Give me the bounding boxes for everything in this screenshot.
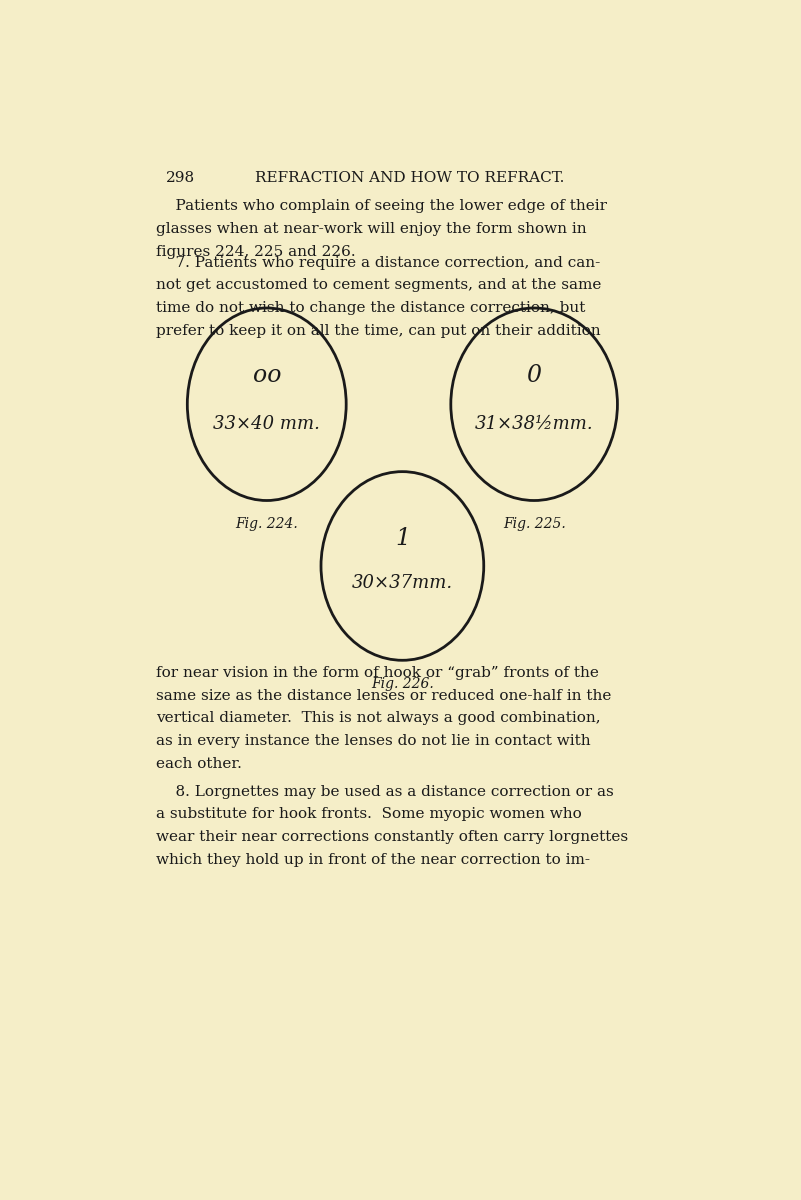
- Text: Patients who complain of seeing the lower edge of their: Patients who complain of seeing the lowe…: [156, 199, 607, 214]
- Text: Fig. 226.: Fig. 226.: [371, 677, 434, 691]
- Text: glasses when at near-work will enjoy the form shown in: glasses when at near-work will enjoy the…: [156, 222, 586, 236]
- Text: REFRACTION AND HOW TO REFRACT.: REFRACTION AND HOW TO REFRACT.: [256, 170, 565, 185]
- Text: 1: 1: [395, 527, 410, 550]
- Text: 298: 298: [166, 170, 195, 185]
- Text: 33×40 mm.: 33×40 mm.: [213, 414, 320, 432]
- Text: Fig. 224.: Fig. 224.: [235, 517, 298, 532]
- Text: 8. Lorgnettes may be used as a distance correction or as: 8. Lorgnettes may be used as a distance …: [156, 785, 614, 799]
- Text: a substitute for hook fronts.  Some myopic women who: a substitute for hook fronts. Some myopi…: [156, 808, 582, 821]
- Text: as in every instance the lenses do not lie in contact with: as in every instance the lenses do not l…: [156, 734, 590, 749]
- Text: not get accustomed to cement segments, and at the same: not get accustomed to cement segments, a…: [156, 278, 602, 293]
- Text: for near vision in the form of hook or “grab” fronts of the: for near vision in the form of hook or “…: [156, 666, 599, 680]
- Text: vertical diameter.  This is not always a good combination,: vertical diameter. This is not always a …: [156, 712, 601, 726]
- Text: prefer to keep it on all the time, can put on their addition: prefer to keep it on all the time, can p…: [156, 324, 601, 337]
- Text: same size as the distance lenses or reduced one-half in the: same size as the distance lenses or redu…: [156, 689, 611, 703]
- Text: 0: 0: [526, 364, 541, 386]
- Text: time do not wish to change the distance correction, but: time do not wish to change the distance …: [156, 301, 586, 316]
- Text: wear their near corrections constantly often carry lorgnettes: wear their near corrections constantly o…: [156, 830, 628, 844]
- Text: each other.: each other.: [156, 757, 242, 770]
- Text: Fig. 225.: Fig. 225.: [503, 517, 566, 532]
- Text: 31×38½mm.: 31×38½mm.: [475, 414, 594, 432]
- Text: oo: oo: [252, 364, 281, 386]
- Text: which they hold up in front of the near correction to im-: which they hold up in front of the near …: [156, 853, 590, 866]
- Text: figures 224, 225 and 226.: figures 224, 225 and 226.: [156, 245, 356, 259]
- Text: 7. Patients who require a distance correction, and can-: 7. Patients who require a distance corre…: [156, 256, 600, 270]
- Text: 30×37mm.: 30×37mm.: [352, 574, 453, 592]
